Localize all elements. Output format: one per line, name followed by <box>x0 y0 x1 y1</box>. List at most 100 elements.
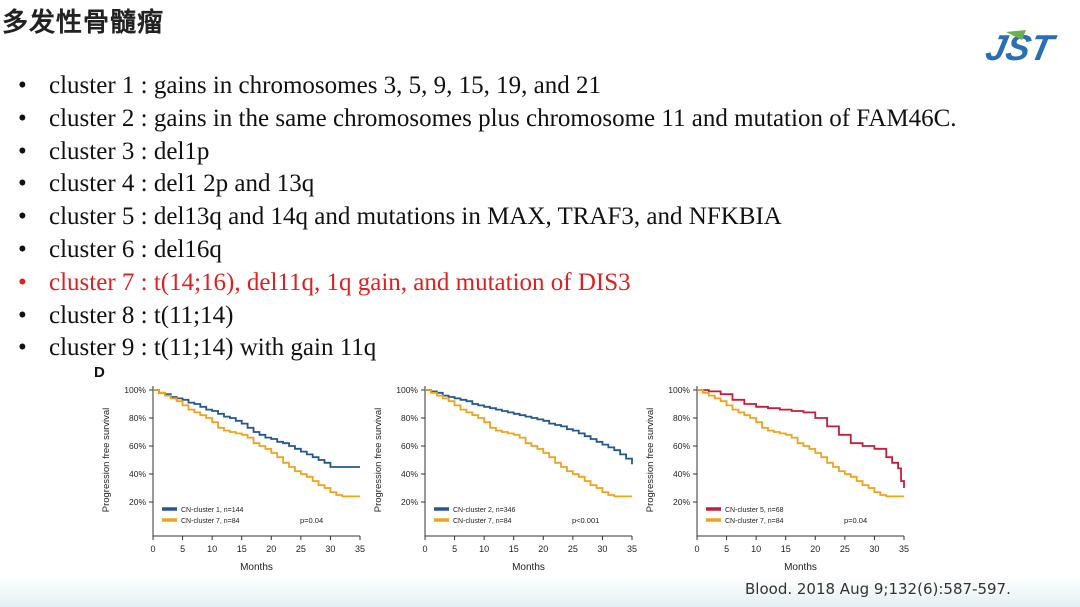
p-value: p<0.001 <box>572 516 599 525</box>
y-tick-label: 60% <box>129 441 146 451</box>
legend-entry: CN-cluster 7, n=84 <box>181 518 240 525</box>
separator: : <box>134 235 154 263</box>
y-axis-label: Progression free survival <box>645 408 656 513</box>
y-tick-label: 100% <box>396 385 418 395</box>
x-tick-label: 15 <box>509 544 519 554</box>
citation: Blood. 2018 Aug 9;132(6):587-597. <box>745 580 1011 598</box>
x-tick-label: 20 <box>810 544 820 554</box>
series-line-cluster7 <box>425 389 632 498</box>
bullet-dot-icon: • <box>18 104 27 132</box>
slide-title: 多发性骨髓瘤 <box>2 8 165 38</box>
cluster-bullet-6: • cluster 6 : del16q <box>18 234 957 267</box>
y-tick-label: 40% <box>401 469 418 479</box>
cluster-description: gains in the same chromosomes plus chrom… <box>153 104 957 132</box>
separator: : <box>134 334 154 362</box>
logo-leaf-icon <box>1006 30 1026 40</box>
km-chart-cluster1-vs-7: 20% 40% 60% 80% 100% 0 5 10 15 20 25 30 35 Months Prog… <box>101 385 365 573</box>
y-tick-label: 20% <box>673 497 690 507</box>
cluster-description: del1p <box>153 137 210 165</box>
separator: : <box>134 203 154 231</box>
series-line-comparison <box>153 389 360 468</box>
cluster-bullet-2: • cluster 2 : gains in the same chromosom… <box>18 103 957 136</box>
cluster-description: del16q <box>153 235 222 263</box>
cluster-name: cluster 4 <box>49 170 135 198</box>
y-axis-label: Progression free survival <box>101 408 112 513</box>
bullet-dot-icon: • <box>18 72 27 99</box>
x-tick-label: 35 <box>355 544 365 554</box>
cluster-name: cluster 6 <box>49 235 135 263</box>
y-tick-label: 80% <box>129 413 146 423</box>
x-tick-label: 20 <box>538 544 548 554</box>
km-chart-cluster2-vs-7: 20% 40% 60% 80% 100% 0 5 10 15 20 25 30 35 Months Prog… <box>373 385 637 573</box>
legend-entry: CN-cluster 7, n=84 <box>453 518 512 525</box>
cluster-description: t(11;14) with gain 11q <box>153 334 377 362</box>
legend-entry: CN-cluster 5, n=68 <box>725 507 784 514</box>
cluster-list: • cluster 1 : gains in chromosomes 3, 5, … <box>18 70 957 365</box>
cluster-description: del13q and 14q and mutations in MAX, TRA… <box>153 203 782 231</box>
bullet-dot-icon: • <box>18 334 27 362</box>
x-tick-label: 0 <box>694 544 699 554</box>
y-tick-label: 100% <box>124 385 146 395</box>
figure-letter: D <box>94 364 105 381</box>
x-tick-label: 15 <box>781 544 791 554</box>
bullet-dot-icon: • <box>18 301 27 329</box>
cluster-name: cluster 1 <box>49 72 135 99</box>
series-line-cluster7 <box>153 389 360 498</box>
x-tick-label: 25 <box>840 544 850 554</box>
x-axis-label: Months <box>784 562 817 573</box>
x-tick-label: 5 <box>724 544 729 554</box>
separator: : <box>134 301 154 329</box>
cluster-description: del1 2p and 13q <box>153 170 315 198</box>
separator: : <box>134 137 154 165</box>
cluster-name: cluster 2 <box>49 104 135 132</box>
x-tick-label: 10 <box>207 544 217 554</box>
cluster-name: cluster 5 <box>49 203 135 231</box>
x-tick-label: 35 <box>627 544 637 554</box>
y-tick-label: 100% <box>668 385 690 395</box>
p-value: p=0.04 <box>300 516 323 525</box>
cluster-bullet-7: • cluster 7 : t(14;16), del11q, 1q gain, … <box>18 267 957 300</box>
y-axis-label: Progression free survival <box>373 408 384 513</box>
series-line-cluster7 <box>697 389 904 498</box>
jst-logo: JST <box>982 27 1059 68</box>
km-chart-cluster5-vs-7: 20% 40% 60% 80% 100% 0 5 10 15 20 25 30 35 Months Prog… <box>645 385 909 573</box>
legend-entry: CN-cluster 2, n=346 <box>453 507 516 514</box>
cluster-description: t(11;14) <box>153 301 234 329</box>
cluster-bullet-4: • cluster 4 : del1 2p and 13q <box>18 168 957 201</box>
y-tick-label: 80% <box>401 413 418 423</box>
x-tick-label: 15 <box>237 544 247 554</box>
y-tick-label: 40% <box>129 469 146 479</box>
cluster-name: cluster 7 <box>49 268 135 296</box>
y-tick-label: 20% <box>129 497 146 507</box>
cluster-bullet-3: • cluster 3 : del1p <box>18 136 957 169</box>
cluster-description: gains in chromosomes 3, 5, 9, 15, 19, an… <box>153 72 602 99</box>
x-axis-label: Months <box>240 562 273 573</box>
x-tick-label: 10 <box>751 544 761 554</box>
y-tick-label: 20% <box>401 497 418 507</box>
cluster-description: t(14;16), del11q, 1q gain, and mutation … <box>153 268 631 296</box>
cluster-bullet-9: • cluster 9 : t(11;14) with gain 11q <box>18 332 957 365</box>
series-line-comparison <box>697 389 905 488</box>
cluster-name: cluster 8 <box>49 301 135 329</box>
cluster-name: cluster 3 <box>49 137 135 165</box>
x-tick-label: 25 <box>568 544 578 554</box>
y-tick-label: 60% <box>401 441 418 451</box>
cluster-bullet-1: • cluster 1 : gains in chromosomes 3, 5, … <box>18 70 957 103</box>
x-tick-label: 25 <box>296 544 306 554</box>
legend-entry: CN-cluster 1, n=144 <box>181 507 244 514</box>
bottom-band <box>0 576 1080 607</box>
p-value: p=0.04 <box>844 516 867 525</box>
legend-entry: CN-cluster 7, n=84 <box>725 518 784 525</box>
x-axis-label: Months <box>512 562 545 573</box>
y-tick-label: 80% <box>673 413 690 423</box>
x-tick-label: 10 <box>479 544 489 554</box>
x-tick-label: 0 <box>422 544 427 554</box>
bullet-dot-icon: • <box>18 268 27 296</box>
bullet-dot-icon: • <box>18 235 27 263</box>
x-tick-label: 35 <box>899 544 909 554</box>
series-line-comparison <box>425 389 633 465</box>
x-tick-label: 5 <box>452 544 457 554</box>
cluster-bullet-5: • cluster 5 : del13q and 14q and mutation… <box>18 201 957 234</box>
bullet-dot-icon: • <box>18 203 27 231</box>
x-tick-label: 30 <box>325 544 335 554</box>
